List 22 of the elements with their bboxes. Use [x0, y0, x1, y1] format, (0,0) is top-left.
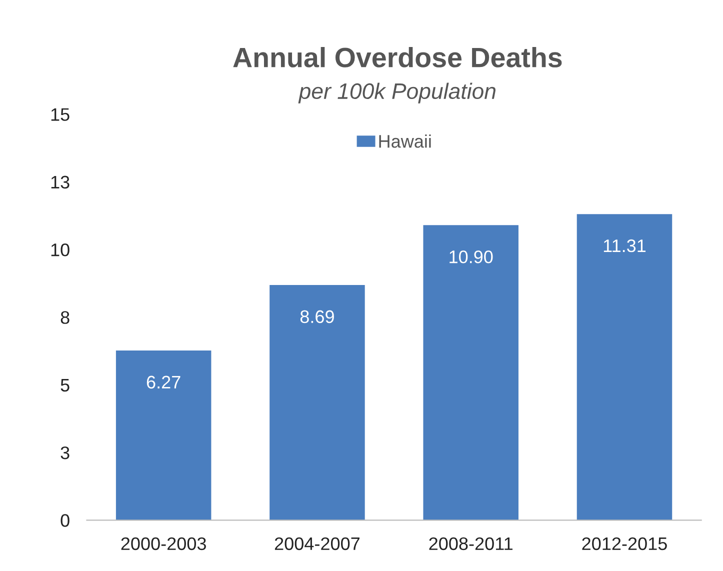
y-tick-label: 15	[51, 108, 70, 121]
chart-subtitle: per 100k Population	[298, 82, 496, 104]
y-tick-label: 8	[60, 311, 70, 324]
y-tick-label: 5	[60, 378, 70, 392]
bar	[576, 214, 672, 520]
bar	[116, 350, 212, 520]
legend-label: Hawaii	[379, 134, 431, 148]
text: 8.69	[300, 310, 334, 324]
x-tick-label: 2004-2007	[274, 537, 360, 550]
text: 10.90	[450, 250, 493, 264]
y-tick-label: 3	[60, 446, 70, 460]
text: 11.31	[604, 239, 646, 252]
x-tick-label: 2000-2003	[121, 537, 206, 550]
y-tick-label: 10	[51, 243, 70, 256]
bar	[423, 225, 518, 520]
bar	[270, 284, 365, 520]
y-tick-label: 13	[51, 176, 70, 189]
y-tick-label: 0	[60, 514, 70, 527]
x-tick-label: 2008-2011	[429, 537, 512, 550]
text: 6.27	[146, 376, 180, 389]
x-tick-label: 2012-2015	[582, 537, 667, 550]
chart-title: Annual Overdose Deaths	[233, 47, 562, 68]
